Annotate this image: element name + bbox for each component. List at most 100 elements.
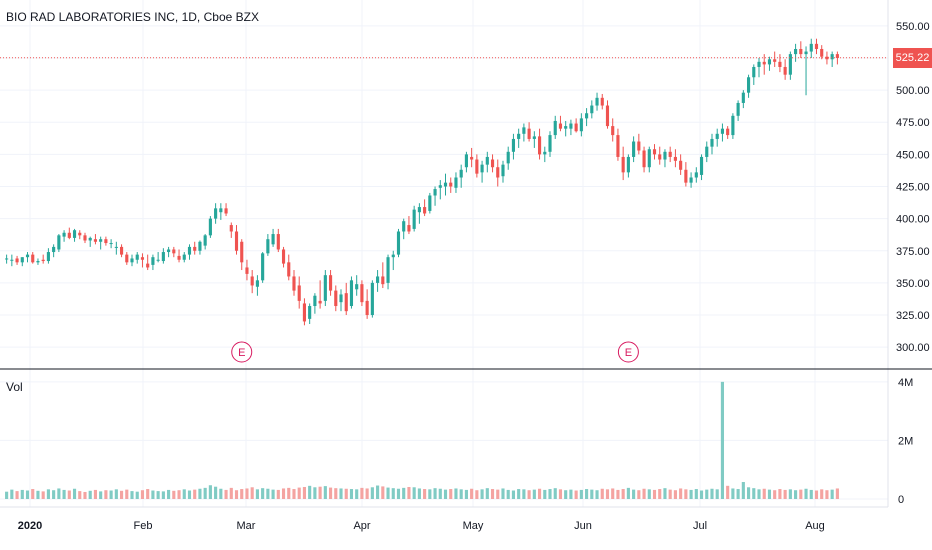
volume-bar bbox=[370, 487, 374, 499]
candle-body bbox=[328, 275, 333, 291]
candle-body bbox=[52, 246, 56, 253]
volume-bar bbox=[511, 490, 516, 499]
candle-body bbox=[208, 218, 212, 236]
candle-body bbox=[449, 182, 453, 187]
volume-bar bbox=[720, 381, 725, 499]
volume-bar bbox=[642, 488, 646, 499]
volume-bar bbox=[820, 489, 824, 499]
volume-bar bbox=[736, 489, 740, 499]
volume-bar bbox=[490, 489, 495, 499]
volume-bar bbox=[93, 489, 98, 499]
candle-body bbox=[255, 280, 259, 287]
candle-body bbox=[757, 61, 761, 67]
time-tick-label: 2020 bbox=[18, 520, 42, 532]
volume-bar bbox=[365, 488, 369, 499]
candle-body bbox=[459, 169, 463, 178]
volume-bar bbox=[475, 490, 479, 499]
volume-bar bbox=[543, 489, 547, 499]
candle-body bbox=[391, 254, 395, 258]
candle-body bbox=[746, 77, 751, 93]
volume-bar bbox=[762, 488, 766, 499]
candle-body bbox=[626, 156, 630, 173]
volume-bar bbox=[156, 491, 160, 499]
volume-bar bbox=[391, 488, 395, 499]
volume-bar bbox=[130, 491, 134, 499]
candle-body bbox=[323, 275, 327, 301]
volume-bar bbox=[464, 489, 468, 499]
volume-bar bbox=[297, 487, 301, 499]
volume-bar bbox=[658, 489, 662, 499]
candle-body bbox=[20, 257, 24, 263]
candle-body bbox=[198, 241, 202, 251]
candle-body bbox=[266, 239, 270, 254]
candle-body bbox=[710, 138, 714, 147]
candle-body bbox=[433, 189, 437, 196]
candle-body bbox=[140, 257, 145, 260]
volume-bar bbox=[31, 489, 35, 499]
volume-bar bbox=[558, 489, 563, 499]
candle-body bbox=[741, 92, 745, 103]
volume-bar bbox=[62, 489, 66, 499]
volume-bar bbox=[794, 490, 798, 499]
candle-body bbox=[25, 254, 30, 258]
volume-bar bbox=[255, 489, 259, 499]
candle-body bbox=[365, 300, 369, 316]
candle-body bbox=[804, 51, 808, 55]
candle-body bbox=[402, 221, 406, 232]
volume-bar bbox=[673, 490, 677, 499]
candle-body bbox=[177, 255, 181, 260]
volume-bar bbox=[151, 490, 155, 499]
candle-body bbox=[820, 48, 824, 57]
candle-body bbox=[104, 239, 108, 244]
time-tick-label: Mar bbox=[237, 520, 256, 532]
volume-bar bbox=[177, 490, 181, 499]
volume-bar bbox=[428, 489, 432, 499]
volume-bar bbox=[339, 488, 343, 499]
earnings-marker[interactable] bbox=[617, 341, 639, 363]
candle-body bbox=[261, 253, 265, 281]
candle-body bbox=[532, 136, 536, 139]
earnings-marker[interactable] bbox=[231, 341, 253, 363]
candle-body bbox=[574, 123, 578, 132]
candle-body bbox=[423, 207, 427, 214]
price-candles bbox=[5, 38, 839, 326]
time-tick-label: May bbox=[463, 520, 484, 532]
candle-body bbox=[517, 133, 521, 139]
volume-tick-label: 0 bbox=[898, 494, 904, 506]
candle-body bbox=[475, 159, 479, 174]
volume-bar bbox=[161, 491, 165, 499]
volume-bar bbox=[67, 490, 71, 499]
candle-body bbox=[381, 276, 385, 285]
candle-body bbox=[490, 159, 495, 168]
candle-body bbox=[214, 208, 218, 219]
candle-body bbox=[292, 276, 296, 291]
candle-body bbox=[506, 151, 510, 164]
volume-bar bbox=[172, 490, 176, 499]
volume-bar bbox=[773, 490, 777, 499]
volume-bar bbox=[548, 489, 552, 499]
candle-body bbox=[485, 156, 489, 165]
candle-body bbox=[339, 294, 343, 303]
candle-body bbox=[778, 61, 782, 67]
volume-bar bbox=[25, 490, 30, 499]
volume-bar bbox=[825, 490, 829, 499]
price-tick-label: 375.00 bbox=[896, 246, 930, 258]
volume-bar bbox=[590, 489, 594, 499]
volume-bar bbox=[621, 489, 625, 499]
candle-body bbox=[658, 154, 662, 160]
candle-body bbox=[287, 262, 291, 277]
candle-body bbox=[187, 246, 192, 255]
candle-body bbox=[308, 306, 312, 319]
volume-bar bbox=[281, 488, 286, 499]
earnings-markers[interactable]: EEE bbox=[231, 341, 932, 363]
candle-body bbox=[637, 141, 641, 151]
volume-bar bbox=[198, 488, 202, 499]
volume-bar bbox=[537, 488, 542, 499]
candle-body bbox=[699, 156, 704, 175]
axes: 300.00 325.00 350.00 375.00 400.00 425.00 450.… bbox=[0, 0, 932, 532]
earnings-marker-label: E bbox=[625, 347, 632, 359]
candle-body bbox=[318, 300, 322, 304]
candle-body bbox=[172, 249, 176, 254]
volume-bar bbox=[323, 486, 327, 499]
